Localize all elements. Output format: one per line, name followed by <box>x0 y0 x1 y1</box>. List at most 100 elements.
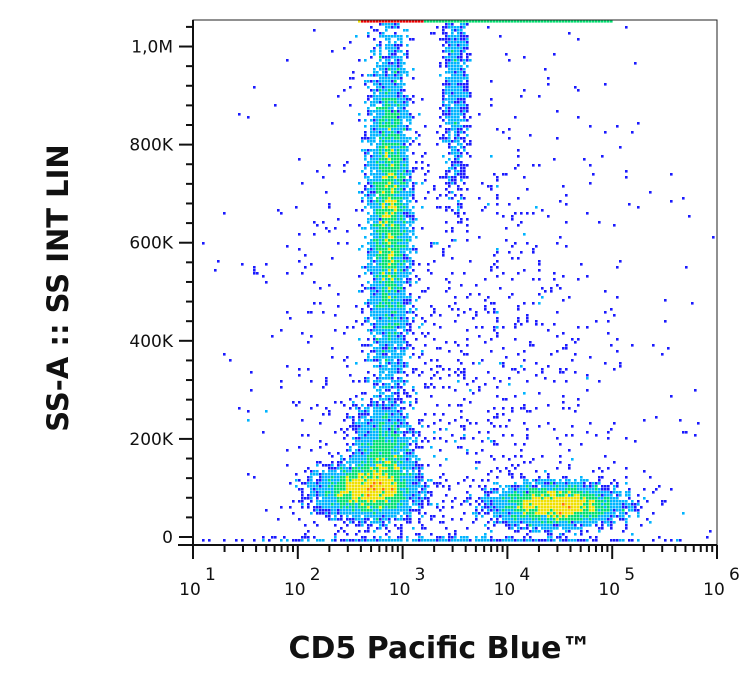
data-point <box>520 95 523 98</box>
data-point <box>439 419 442 422</box>
data-point <box>397 389 400 392</box>
data-point <box>424 320 427 323</box>
data-point <box>376 353 379 356</box>
data-point <box>376 185 379 188</box>
data-point <box>364 176 367 179</box>
data-point <box>391 200 394 203</box>
data-point <box>388 383 391 386</box>
data-point <box>508 485 511 488</box>
data-point <box>451 56 454 59</box>
data-point <box>361 284 364 287</box>
data-point <box>379 263 382 266</box>
data-point <box>412 68 415 71</box>
data-point <box>565 434 568 437</box>
data-point <box>613 479 616 482</box>
data-point <box>379 428 382 431</box>
data-point <box>481 500 484 503</box>
data-point <box>406 299 409 302</box>
data-point <box>418 473 421 476</box>
data-point <box>607 437 610 440</box>
data-point <box>370 515 373 518</box>
data-point <box>598 518 601 521</box>
data-point <box>451 65 454 68</box>
data-point <box>403 149 406 152</box>
data-point <box>385 242 388 245</box>
data-point <box>352 416 355 419</box>
data-point <box>607 497 610 500</box>
data-point <box>406 536 409 539</box>
data-point <box>364 185 367 188</box>
data-point <box>388 230 391 233</box>
data-point <box>400 71 403 74</box>
data-point <box>634 62 637 65</box>
data-point <box>370 158 373 161</box>
data-point <box>496 251 499 254</box>
data-point <box>445 170 448 173</box>
data-point <box>655 488 658 491</box>
data-point <box>367 248 370 251</box>
data-point <box>394 473 397 476</box>
data-point <box>454 125 457 128</box>
data-point <box>406 203 409 206</box>
data-point <box>493 311 496 314</box>
data-point <box>403 485 406 488</box>
data-point <box>367 182 370 185</box>
data-point <box>379 266 382 269</box>
data-point <box>532 488 535 491</box>
data-point <box>355 452 358 455</box>
data-point <box>391 77 394 80</box>
data-point <box>484 491 487 494</box>
data-point <box>385 179 388 182</box>
data-point <box>313 281 316 284</box>
data-point <box>385 272 388 275</box>
data-point <box>409 143 412 146</box>
data-point <box>400 254 403 257</box>
data-point <box>382 539 385 542</box>
data-point <box>583 20 586 23</box>
data-point <box>406 515 409 518</box>
data-point <box>388 482 391 485</box>
data-point <box>415 275 418 278</box>
data-point <box>385 353 388 356</box>
data-point <box>415 368 418 371</box>
data-point <box>376 62 379 65</box>
data-point <box>448 128 451 131</box>
data-point <box>400 80 403 83</box>
data-point <box>388 467 391 470</box>
data-point <box>577 488 580 491</box>
data-point <box>319 494 322 497</box>
data-point <box>382 293 385 296</box>
data-point <box>565 221 568 224</box>
data-point <box>448 386 451 389</box>
data-point <box>532 344 535 347</box>
data-point <box>610 20 613 23</box>
data-point <box>574 491 577 494</box>
data-point <box>463 173 466 176</box>
data-point <box>301 182 304 185</box>
data-point <box>457 221 460 224</box>
data-point <box>625 524 628 527</box>
data-point <box>286 311 289 314</box>
data-point <box>532 524 535 527</box>
data-point <box>463 83 466 86</box>
data-point <box>376 494 379 497</box>
data-point <box>358 452 361 455</box>
data-point <box>568 530 571 533</box>
data-point <box>517 506 520 509</box>
data-point <box>394 119 397 122</box>
data-point <box>451 92 454 95</box>
data-point <box>313 485 316 488</box>
data-point <box>394 422 397 425</box>
data-point <box>322 473 325 476</box>
data-point <box>316 464 319 467</box>
data-point <box>403 215 406 218</box>
data-point <box>394 233 397 236</box>
data-point <box>406 341 409 344</box>
data-point <box>403 251 406 254</box>
data-point <box>397 443 400 446</box>
data-point <box>361 311 364 314</box>
data-point <box>388 59 391 62</box>
data-point <box>358 248 361 251</box>
data-point <box>610 515 613 518</box>
data-point <box>406 374 409 377</box>
